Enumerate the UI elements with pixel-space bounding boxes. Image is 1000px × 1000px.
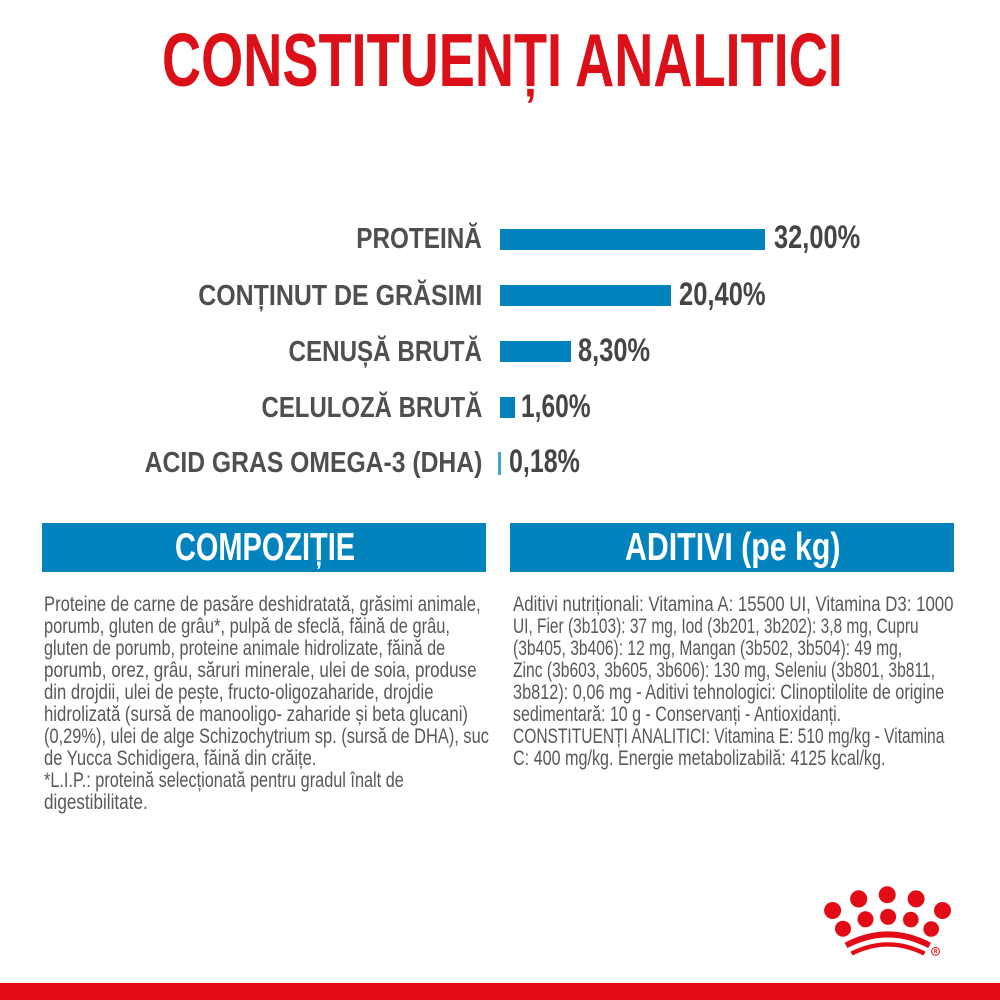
svg-text:R: R bbox=[934, 949, 938, 955]
